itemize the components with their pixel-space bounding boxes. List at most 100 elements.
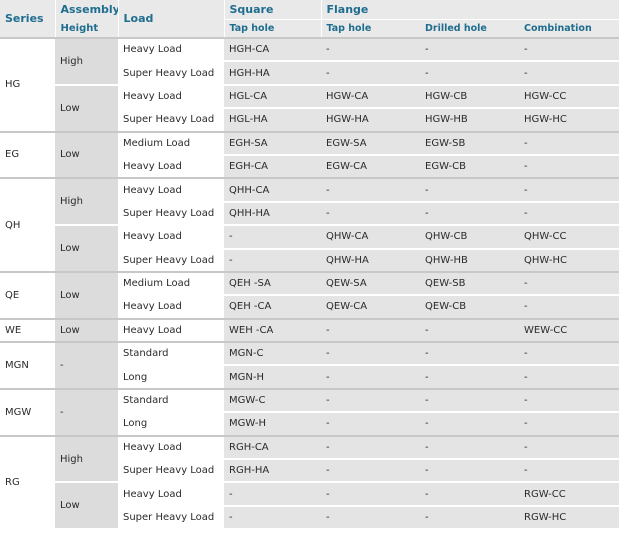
table-row: Super Heavy Load RGH-HA - - - xyxy=(0,458,619,483)
combination-cell: QHW-CC xyxy=(519,224,619,249)
flange-tap-hole-cell: - xyxy=(321,36,420,62)
combination-cell: QHW-HC xyxy=(519,247,619,272)
drilled-hole-cell: - xyxy=(420,200,519,226)
drilled-hole-cell: - xyxy=(420,504,519,529)
header-load: Load xyxy=(118,0,225,38)
square-tap-hole-cell: - xyxy=(224,224,321,249)
table-row: Super Heavy Load HGH-HA - - - xyxy=(0,60,619,85)
height-cell: High xyxy=(55,434,118,483)
combination-cell: - xyxy=(519,411,619,436)
table-row: Super Heavy Load - - - RGW-HC xyxy=(0,504,619,529)
table-body: HG High Heavy Load HGH-CA - - - Super Heavy Loa… xyxy=(0,36,619,529)
flange-tap-hole-cell: EGW-SA xyxy=(321,130,420,155)
combination-cell: RGW-CC xyxy=(519,481,619,506)
drilled-hole-cell: EGW-CB xyxy=(420,153,519,179)
height-cell: Low xyxy=(55,317,118,343)
combination-cell: - xyxy=(519,153,619,179)
table-row: QE Low Medium Load QEH -SA QEW-SA QEW-SB - xyxy=(0,270,619,319)
load-cell: Super Heavy Load xyxy=(118,60,224,85)
flange-tap-hole-cell: QHW-CA xyxy=(321,224,420,249)
table-row: WE Low Heavy Load WEH -CA - - WEW-CC xyxy=(0,317,619,343)
square-tap-hole-cell: MGW-H xyxy=(224,411,321,436)
table-row: Long MGW-H - - - xyxy=(0,411,619,436)
drilled-hole-cell: - xyxy=(420,387,519,413)
table-row: EG Low Medium Load EGH-SA EGW-SA EGW-SB - xyxy=(0,130,619,179)
flange-tap-hole-cell: - xyxy=(321,434,420,460)
header-square-tap-hole: Tap hole xyxy=(224,19,322,38)
table-row: Long MGN-H - - - xyxy=(0,364,619,389)
combination-cell: RGW-HC xyxy=(519,504,619,529)
height-cell: Low xyxy=(55,83,118,132)
table-row: MGW - Standard MGW-C - - - xyxy=(0,387,619,436)
combination-cell: - xyxy=(519,387,619,413)
load-cell: Heavy Load xyxy=(118,153,224,179)
load-cell: Heavy Load xyxy=(118,317,224,343)
square-tap-hole-cell: HGL-HA xyxy=(224,107,321,132)
drilled-hole-cell: - xyxy=(420,60,519,85)
header-square: Square xyxy=(224,0,322,20)
series-cell: EG xyxy=(0,130,55,179)
table-row: Super Heavy Load HGL-HA HGW-HA HGW-HB HGW-HC xyxy=(0,107,619,132)
load-cell: Medium Load xyxy=(118,270,224,296)
height-cell: High xyxy=(55,37,118,85)
table-row: Super Heavy Load QHH-HA - - - xyxy=(0,200,619,226)
table-row: Low Heavy Load - - - RGW-CC xyxy=(0,481,619,529)
series-cell: QH xyxy=(0,177,55,272)
table-row: Heavy Load QEH -CA QEW-CA QEW-CB - xyxy=(0,294,619,319)
series-cell: HG xyxy=(0,37,55,132)
height-cell: - xyxy=(55,387,118,436)
combination-cell: - xyxy=(519,130,619,155)
drilled-hole-cell: - xyxy=(420,481,519,506)
drilled-hole-cell: - xyxy=(420,364,519,389)
flange-tap-hole-cell: - xyxy=(321,317,420,343)
load-cell: Medium Load xyxy=(118,130,224,155)
drilled-hole-cell: - xyxy=(420,434,519,460)
load-cell: Heavy Load xyxy=(118,434,224,460)
square-tap-hole-cell: RGH-CA xyxy=(224,434,321,460)
load-cell: Heavy Load xyxy=(118,177,224,202)
flange-tap-hole-cell: HGW-HA xyxy=(321,107,420,132)
combination-cell: - xyxy=(519,458,619,483)
square-tap-hole-cell: WEH -CA xyxy=(224,317,321,343)
load-cell: Super Heavy Load xyxy=(118,200,224,226)
table-row: Super Heavy Load - QHW-HA QHW-HB QHW-HC xyxy=(0,247,619,272)
square-tap-hole-cell: QHH-CA xyxy=(224,177,321,202)
flange-tap-hole-cell: - xyxy=(321,177,420,202)
drilled-hole-cell: EGW-SB xyxy=(420,130,519,155)
flange-tap-hole-cell: - xyxy=(321,387,420,413)
header-combination: Combination xyxy=(519,19,619,38)
height-cell: Low xyxy=(55,224,118,272)
square-tap-hole-cell: HGH-HA xyxy=(224,60,321,85)
load-cell: Super Heavy Load xyxy=(118,107,224,132)
height-cell: Low xyxy=(55,270,118,319)
flange-tap-hole-cell: QEW-CA xyxy=(321,294,420,319)
table-row: Low Heavy Load - QHW-CA QHW-CB QHW-CC xyxy=(0,224,619,272)
load-cell: Heavy Load xyxy=(118,224,224,249)
load-cell: Long xyxy=(118,364,224,389)
load-cell: Super Heavy Load xyxy=(118,247,224,272)
square-tap-hole-cell: QEH -SA xyxy=(224,270,321,296)
flange-tap-hole-cell: QHW-HA xyxy=(321,247,420,272)
flange-tap-hole-cell: - xyxy=(321,341,420,366)
flange-tap-hole-cell: - xyxy=(321,504,420,529)
flange-tap-hole-cell: - xyxy=(321,364,420,389)
square-tap-hole-cell: EGH-CA xyxy=(224,153,321,179)
load-cell: Super Heavy Load xyxy=(118,458,224,483)
table-row: MGN - Standard MGN-C - - - xyxy=(0,341,619,389)
combination-cell: - xyxy=(519,177,619,202)
load-cell: Heavy Load xyxy=(118,83,224,109)
load-cell: Standard xyxy=(118,387,224,413)
load-cell: Super Heavy Load xyxy=(118,504,224,529)
combination-cell: - xyxy=(519,434,619,460)
combination-cell: WEW-CC xyxy=(519,317,619,343)
drilled-hole-cell: QHW-CB xyxy=(420,224,519,249)
square-tap-hole-cell: MGW-C xyxy=(224,387,321,413)
square-tap-hole-cell: MGN-H xyxy=(224,364,321,389)
load-cell: Heavy Load xyxy=(118,36,224,62)
series-cell: QE xyxy=(0,270,55,319)
table-row: Low Heavy Load HGL-CA HGW-CA HGW-CB HGW-CC xyxy=(0,83,619,132)
header-flange: Flange xyxy=(321,0,619,20)
header-flange-tap-hole: Tap hole xyxy=(321,19,420,38)
square-tap-hole-cell: - xyxy=(224,481,321,506)
flange-tap-hole-cell: HGW-CA xyxy=(321,83,420,109)
